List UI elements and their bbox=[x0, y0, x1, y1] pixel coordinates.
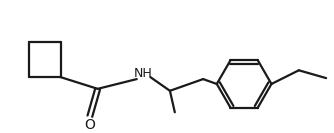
Text: NH: NH bbox=[134, 67, 153, 80]
Text: O: O bbox=[85, 118, 95, 132]
